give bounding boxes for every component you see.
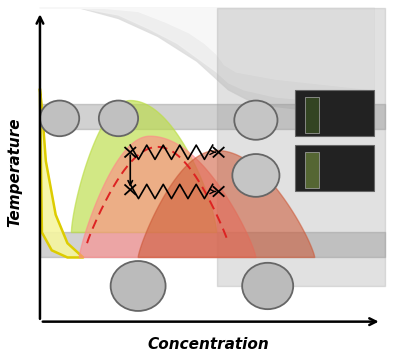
Polygon shape xyxy=(79,136,256,257)
Polygon shape xyxy=(40,8,374,90)
Bar xyxy=(305,97,319,133)
Circle shape xyxy=(242,263,293,309)
Circle shape xyxy=(111,261,165,311)
Text: Concentration: Concentration xyxy=(148,337,269,352)
Polygon shape xyxy=(40,8,374,104)
Text: Temperature: Temperature xyxy=(7,117,22,227)
Polygon shape xyxy=(40,90,83,257)
Bar xyxy=(305,152,319,188)
Circle shape xyxy=(99,101,138,136)
Bar xyxy=(295,145,374,192)
Polygon shape xyxy=(40,8,374,111)
Circle shape xyxy=(40,101,79,136)
Circle shape xyxy=(232,154,279,197)
Polygon shape xyxy=(138,150,315,257)
Polygon shape xyxy=(71,101,217,232)
Circle shape xyxy=(234,101,277,140)
Bar xyxy=(295,90,374,136)
